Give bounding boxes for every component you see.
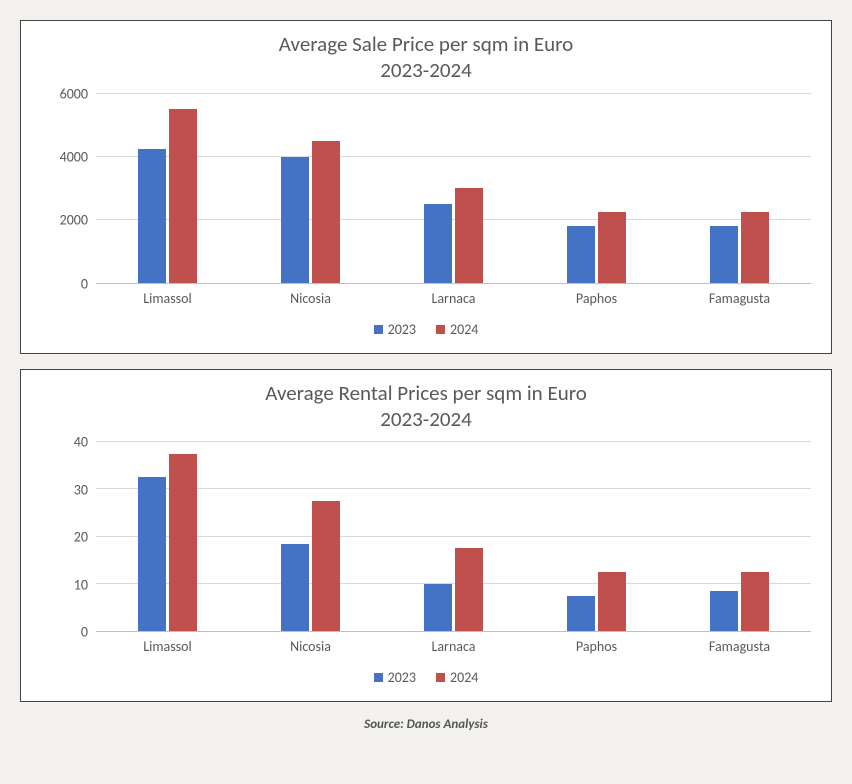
y-tick-label: 4000 <box>60 148 88 165</box>
y-axis: 0200040006000 <box>41 94 96 284</box>
bar-groups <box>96 442 811 631</box>
bar <box>281 157 309 283</box>
legend-swatch <box>374 325 383 334</box>
chart-title: Average Rental Prices per sqm in Euro202… <box>41 380 811 433</box>
y-tick-label: 2000 <box>60 212 88 229</box>
x-tick-label: Famagusta <box>668 284 811 307</box>
x-tick-label: Limassol <box>96 632 239 655</box>
bar-groups <box>96 94 811 283</box>
plot-area: 0200040006000 <box>41 94 811 284</box>
bar-group <box>239 94 382 283</box>
legend-swatch <box>374 673 383 682</box>
bar-group <box>96 94 239 283</box>
y-tick-label: 10 <box>74 576 88 593</box>
bar <box>455 188 483 283</box>
legend-swatch <box>436 325 445 334</box>
bar-group <box>382 94 525 283</box>
legend-item: 2023 <box>374 321 416 338</box>
bar-group <box>668 94 811 283</box>
legend-item: 2024 <box>436 669 478 686</box>
bar <box>169 109 197 282</box>
chart-panel: Average Sale Price per sqm in Euro2023-2… <box>20 20 832 354</box>
x-tick-label: Famagusta <box>668 632 811 655</box>
bar <box>455 548 483 631</box>
y-tick-label: 30 <box>74 481 88 498</box>
bar <box>138 149 166 283</box>
bar <box>169 454 197 631</box>
bar <box>424 204 452 283</box>
y-tick-label: 0 <box>81 275 88 292</box>
x-tick-label: Limassol <box>96 284 239 307</box>
bar <box>741 212 769 283</box>
x-tick-label: Nicosia <box>239 632 382 655</box>
chart-panel: Average Rental Prices per sqm in Euro202… <box>20 369 832 703</box>
y-tick-label: 0 <box>81 624 88 641</box>
legend-label: 2023 <box>388 669 416 686</box>
bar-group <box>239 442 382 631</box>
x-tick-label: Larnaca <box>382 284 525 307</box>
bar <box>138 477 166 631</box>
legend-item: 2024 <box>436 321 478 338</box>
bar <box>312 141 340 283</box>
bar <box>312 501 340 631</box>
legend-item: 2023 <box>374 669 416 686</box>
legend: 2023 2024 <box>41 669 811 686</box>
chart-title: Average Sale Price per sqm in Euro2023-2… <box>41 31 811 84</box>
x-tick-label: Nicosia <box>239 284 382 307</box>
y-tick-label: 6000 <box>60 85 88 102</box>
bar-group <box>525 442 668 631</box>
legend: 2023 2024 <box>41 321 811 338</box>
bar <box>567 596 595 631</box>
bar <box>741 572 769 631</box>
bar-group <box>668 442 811 631</box>
legend-label: 2024 <box>450 669 478 686</box>
x-axis: LimassolNicosiaLarnacaPaphosFamagusta <box>96 632 811 655</box>
x-axis: LimassolNicosiaLarnacaPaphosFamagusta <box>96 284 811 307</box>
bar <box>281 544 309 631</box>
bar <box>710 226 738 283</box>
legend-label: 2024 <box>450 321 478 338</box>
legend-swatch <box>436 673 445 682</box>
bar <box>598 212 626 283</box>
bar-group <box>382 442 525 631</box>
plot <box>96 94 811 284</box>
source-caption: Source: Danos Analysis <box>20 717 832 732</box>
bar <box>598 572 626 631</box>
bar-group <box>525 94 668 283</box>
bar <box>710 591 738 631</box>
x-tick-label: Paphos <box>525 284 668 307</box>
x-tick-label: Paphos <box>525 632 668 655</box>
x-tick-label: Larnaca <box>382 632 525 655</box>
y-tick-label: 40 <box>74 434 88 451</box>
plot <box>96 442 811 632</box>
y-axis: 010203040 <box>41 442 96 632</box>
y-tick-label: 20 <box>74 529 88 546</box>
bar <box>424 584 452 631</box>
legend-label: 2023 <box>388 321 416 338</box>
bar-group <box>96 442 239 631</box>
bar <box>567 226 595 283</box>
plot-area: 010203040 <box>41 442 811 632</box>
